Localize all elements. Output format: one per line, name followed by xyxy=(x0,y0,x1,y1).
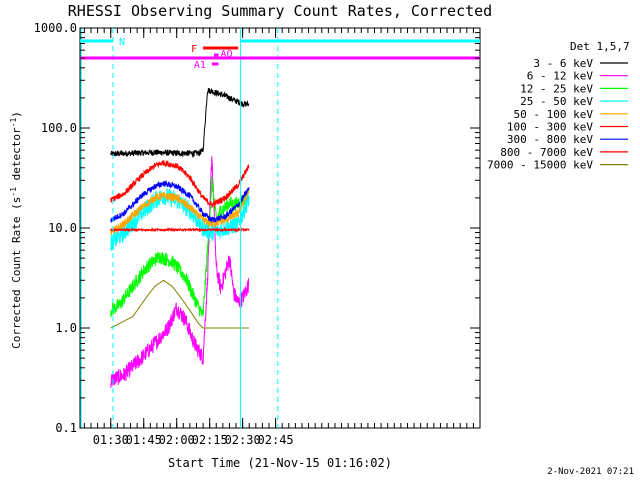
plot-frame xyxy=(79,27,481,429)
state-bar-label-4: AO xyxy=(220,49,232,60)
series-line-1 xyxy=(110,87,250,158)
legend-label-5: 50 - 100 keV xyxy=(514,108,594,121)
series-line-5 xyxy=(110,190,250,236)
series-line-7 xyxy=(110,179,250,223)
y-tick-label-3: 10.0 xyxy=(48,221,77,235)
chart-title: RHESSI Observing Summary Count Rates, Co… xyxy=(68,2,492,20)
y-tick-label-1: 0.1 xyxy=(55,421,77,435)
legend-label-3: 12 - 25 keV xyxy=(520,82,593,95)
y-axis-label-sup: -1 xyxy=(9,187,18,197)
series-line-8 xyxy=(110,226,250,233)
y-axis-label-mid: detector xyxy=(10,127,23,187)
state-bar-label-5: A1 xyxy=(194,60,206,71)
y-tick-label-4: 100.0 xyxy=(41,121,77,135)
legend-label-2: 6 - 12 keV xyxy=(527,70,594,83)
legend-label-6: 100 - 300 keV xyxy=(507,121,593,134)
x-tick-label-4: 02:15 xyxy=(192,433,228,447)
x-tick-label-2: 01:45 xyxy=(126,433,162,447)
x-tick-label-5: 02:30 xyxy=(225,433,261,447)
footer-timestamp: 2-Nov-2021 07:21 xyxy=(547,467,634,477)
series-line-9 xyxy=(110,279,249,329)
legend-title: Det 1,5,7 xyxy=(570,40,630,53)
attenuator-bars: N F AO A1 xyxy=(80,37,480,71)
legend-label-7: 300 - 800 keV xyxy=(507,133,593,146)
legend-label-8: 800 - 7000 keV xyxy=(500,146,593,159)
plot-area xyxy=(79,27,481,429)
y-axis-label: Corrected Count Rate (s-1 detector-1) xyxy=(9,111,23,349)
y-axis-label-main: Corrected Count Rate (s xyxy=(10,197,23,349)
markers-layer xyxy=(80,28,279,428)
x-tick-label-3: 02:00 xyxy=(159,433,195,447)
series-line-6 xyxy=(110,159,250,209)
axes: 0.1 1.0 10.0 100.0 1000.0 01:3001:4502:0002:1… xyxy=(34,21,480,447)
x-tick-label-1: 01:30 xyxy=(93,433,129,447)
y-tick-label-2: 1.0 xyxy=(55,321,77,335)
legend-label-9: 7000 - 15000 keV xyxy=(487,159,593,172)
y-axis-label-end: ) xyxy=(10,111,23,118)
x-axis-label: Start Time (21-Nov-15 01:16:02) xyxy=(168,456,392,470)
series-line-2 xyxy=(110,156,250,388)
y-axis-label-sup2: -1 xyxy=(9,118,18,128)
state-bar-label-3: F xyxy=(191,44,197,55)
series-layer xyxy=(110,87,250,388)
legend-label-4: 25 - 50 keV xyxy=(520,95,593,108)
legend-label-1: 3 - 6 keV xyxy=(533,57,593,70)
x-tick-label-6: 02:45 xyxy=(258,433,294,447)
series-line-3 xyxy=(110,176,250,318)
y-tick-label-5: 1000.0 xyxy=(34,21,77,35)
state-bar-label-1: N xyxy=(119,37,125,48)
